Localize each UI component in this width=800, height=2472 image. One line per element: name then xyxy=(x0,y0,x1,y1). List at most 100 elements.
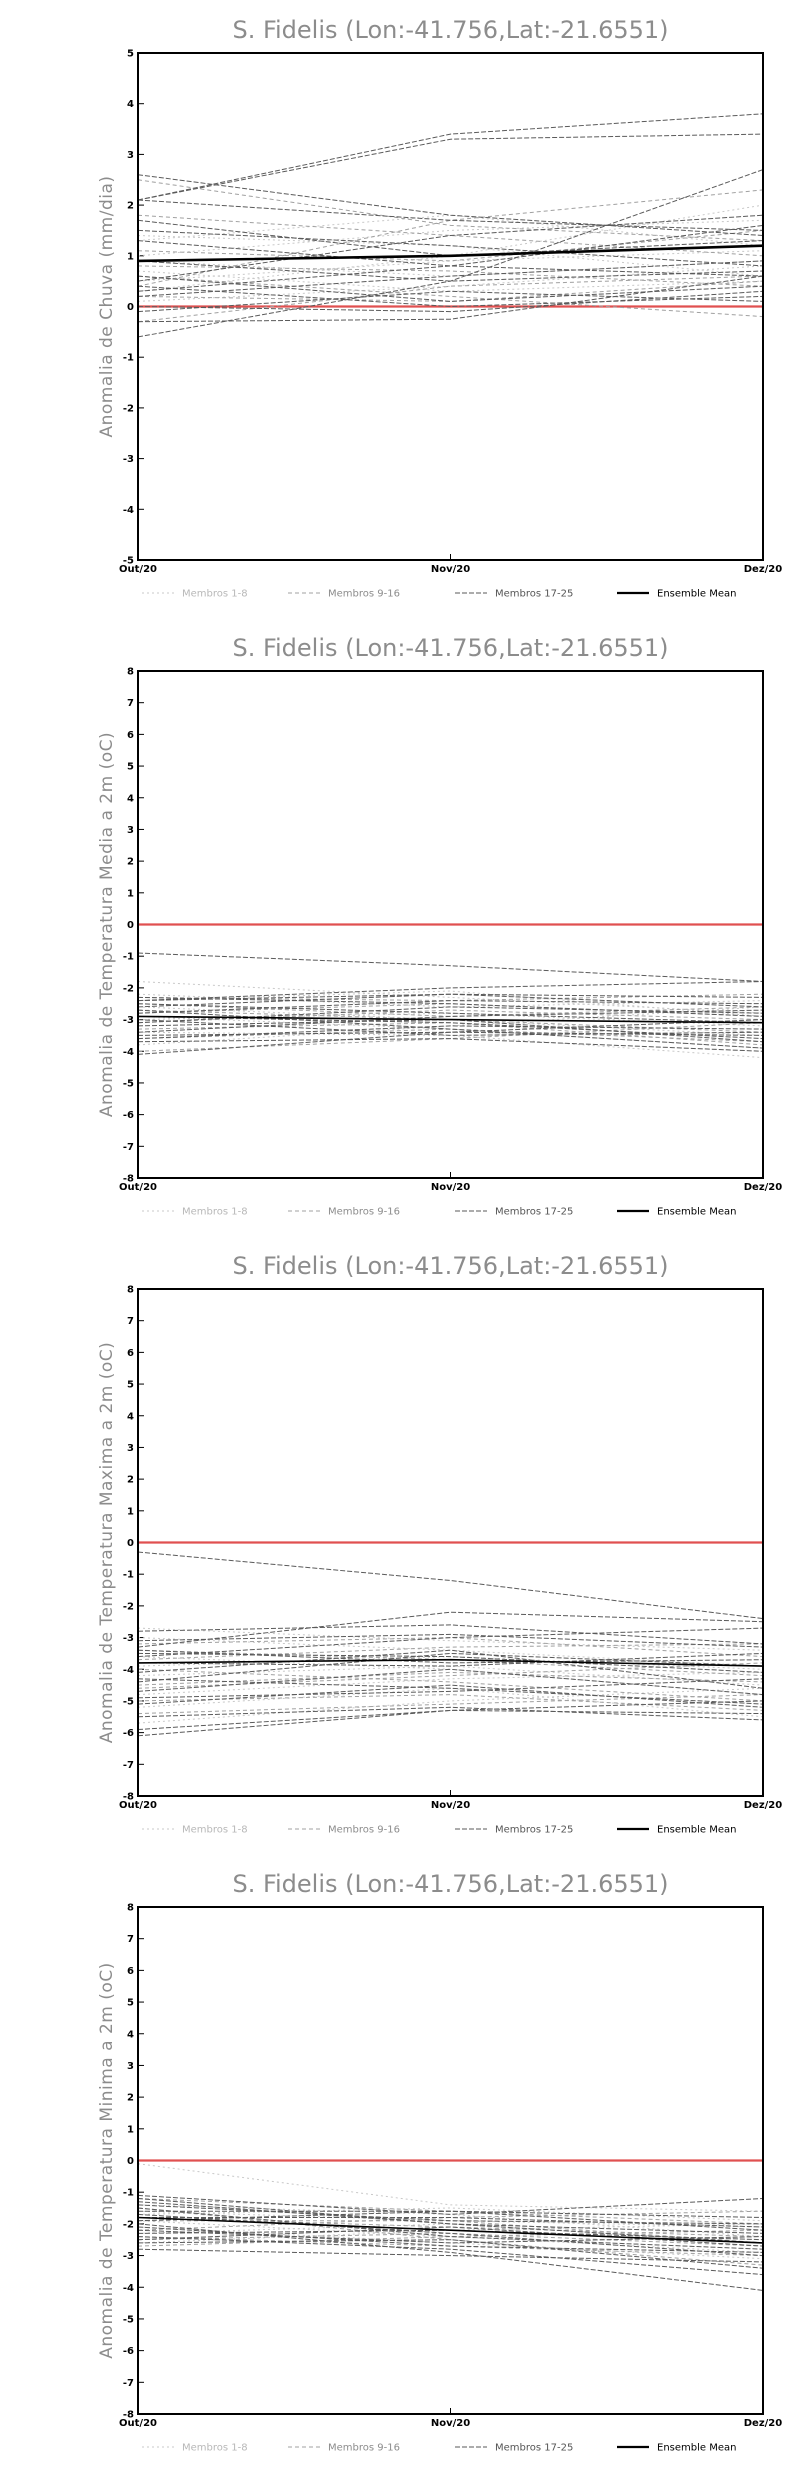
series-member-8 xyxy=(137,990,764,1017)
series-member-28 xyxy=(137,229,764,267)
legend-label: Membros 17-25 xyxy=(495,1825,573,1836)
y-tick-label: 5 xyxy=(127,1380,134,1391)
series-member-14 xyxy=(137,1003,764,1017)
legend-label: Membros 17-25 xyxy=(495,1207,573,1218)
chart-svg: S. Fidelis (Lon:-41.756,Lat:-21.6551) Ano… xyxy=(97,1870,782,2454)
x-tick-label: Nov/20 xyxy=(431,1182,470,1193)
y-tick-label: -8 xyxy=(123,2410,134,2421)
series-member-10 xyxy=(137,2232,764,2247)
y-tick-label: -2 xyxy=(123,2219,134,2230)
series-member-14 xyxy=(137,2229,764,2247)
y-axis-label: Anomalia de Temperatura Media a 2m (oC) xyxy=(97,732,117,1117)
y-tick-label: -3 xyxy=(123,1633,134,1644)
legend-label: Ensemble Mean xyxy=(657,1825,736,1836)
y-tick-label: -3 xyxy=(123,2251,134,2262)
y-tick-label: -1 xyxy=(123,1570,134,1581)
series-member-12 xyxy=(137,1643,764,1661)
series-member-3 xyxy=(137,270,764,292)
series-member-30 xyxy=(137,290,764,313)
series-member-11 xyxy=(137,1694,764,1711)
series-member-24 xyxy=(137,1652,764,1667)
y-tick-label: 1 xyxy=(127,888,134,899)
chart-svg: S. Fidelis (Lon:-41.756,Lat:-21.6551) Ano… xyxy=(97,16,782,600)
y-tick-label: -3 xyxy=(123,454,134,465)
series-member-15 xyxy=(137,189,764,287)
y-axis-label: Anomalia de Temperatura Minima a 2m (oC) xyxy=(97,1962,117,2359)
chart-svg: S. Fidelis (Lon:-41.756,Lat:-21.6551) Ano… xyxy=(97,634,783,1218)
y-tick-label: 7 xyxy=(127,698,134,709)
series-member-2 xyxy=(137,1006,764,1036)
series-member-32 xyxy=(137,1678,764,1705)
y-tick-label: 7 xyxy=(127,1316,134,1327)
x-tick-label: Nov/20 xyxy=(431,564,470,575)
series-member-3 xyxy=(137,1031,764,1059)
series-member-32 xyxy=(137,285,764,308)
legend-label: Membros 1-8 xyxy=(182,589,248,600)
y-tick-label: 1 xyxy=(127,251,134,262)
x-tick-label: Out/20 xyxy=(119,2418,157,2429)
chart-title: S. Fidelis (Lon:-41.756,Lat:-21.6551) xyxy=(232,634,668,662)
y-tick-label: -4 xyxy=(123,1047,134,1058)
series-member-18 xyxy=(137,133,764,201)
series-member-18 xyxy=(137,1611,764,1648)
series-member-16 xyxy=(137,2236,764,2257)
series-member-31 xyxy=(137,1019,764,1055)
series-member-18 xyxy=(137,981,764,1002)
series-member-8 xyxy=(137,2207,764,2222)
series-member-4 xyxy=(137,204,764,292)
y-tick-label: -5 xyxy=(123,556,134,567)
y-axis-label: Anomalia de Temperatura Maxima a 2m (oC) xyxy=(97,1342,117,1744)
y-tick-label: -3 xyxy=(123,1015,134,1026)
y-tick-label: -5 xyxy=(123,1696,134,1707)
series-member-29 xyxy=(137,260,764,297)
y-tick-label: -6 xyxy=(123,1110,134,1121)
series-member-10 xyxy=(137,1671,764,1686)
chart-panel-3: S. Fidelis (Lon:-41.756,Lat:-21.6551) Ano… xyxy=(0,1236,800,1854)
y-tick-label: 3 xyxy=(127,150,134,161)
y-tick-label: 2 xyxy=(127,857,134,868)
chart-title: S. Fidelis (Lon:-41.756,Lat:-21.6551) xyxy=(232,1252,668,1280)
legend-label: Membros 1-8 xyxy=(182,1207,248,1218)
series-member-7 xyxy=(137,250,764,282)
y-tick-label: -6 xyxy=(123,2346,134,2357)
x-tick-label: Dez/20 xyxy=(744,1182,783,1193)
series-member-20 xyxy=(137,199,764,231)
y-tick-label: 6 xyxy=(127,730,134,741)
y-tick-label: 5 xyxy=(127,762,134,773)
y-tick-label: -8 xyxy=(123,1792,134,1803)
series-member-7 xyxy=(137,2226,764,2260)
legend-label: Membros 9-16 xyxy=(328,1207,400,1218)
x-tick-label: Nov/20 xyxy=(431,1800,470,1811)
series-member-20 xyxy=(137,1652,764,1673)
series-member-11 xyxy=(137,280,764,302)
plot-frame xyxy=(137,1906,764,2415)
series-member-32 xyxy=(137,993,764,1002)
series-member-28 xyxy=(137,2213,764,2257)
series-member-13 xyxy=(137,1668,764,1702)
series-member-33 xyxy=(137,2236,764,2276)
y-tick-label: 1 xyxy=(127,2124,134,2135)
series-member-12 xyxy=(137,275,764,323)
legend-label: Ensemble Mean xyxy=(657,2443,736,2454)
y-tick-label: -2 xyxy=(123,1601,134,1612)
series-member-29 xyxy=(137,1009,764,1049)
series-member-32 xyxy=(137,2210,764,2231)
y-tick-label: -2 xyxy=(123,983,134,994)
legend-label: Membros 1-8 xyxy=(182,2443,248,2454)
series-member-30 xyxy=(137,1627,764,1658)
x-tick-label: Dez/20 xyxy=(744,1800,783,1811)
series-member-30 xyxy=(137,1006,764,1024)
series-member-14 xyxy=(137,1694,764,1715)
chart-panel-1: S. Fidelis (Lon:-41.756,Lat:-21.6551) Ano… xyxy=(0,0,800,618)
series-member-25 xyxy=(137,1678,764,1699)
y-tick-label: 3 xyxy=(127,2061,134,2072)
series-member-13 xyxy=(137,265,764,287)
series-member-22 xyxy=(137,240,764,277)
series-member-17 xyxy=(137,952,764,982)
series-member-10 xyxy=(137,1009,764,1024)
series-member-25 xyxy=(137,2226,764,2253)
series-member-26 xyxy=(137,1633,764,1648)
series-ensemble-mean xyxy=(137,244,764,263)
y-tick-label: 6 xyxy=(127,1348,134,1359)
y-tick-label: 2 xyxy=(127,201,134,212)
